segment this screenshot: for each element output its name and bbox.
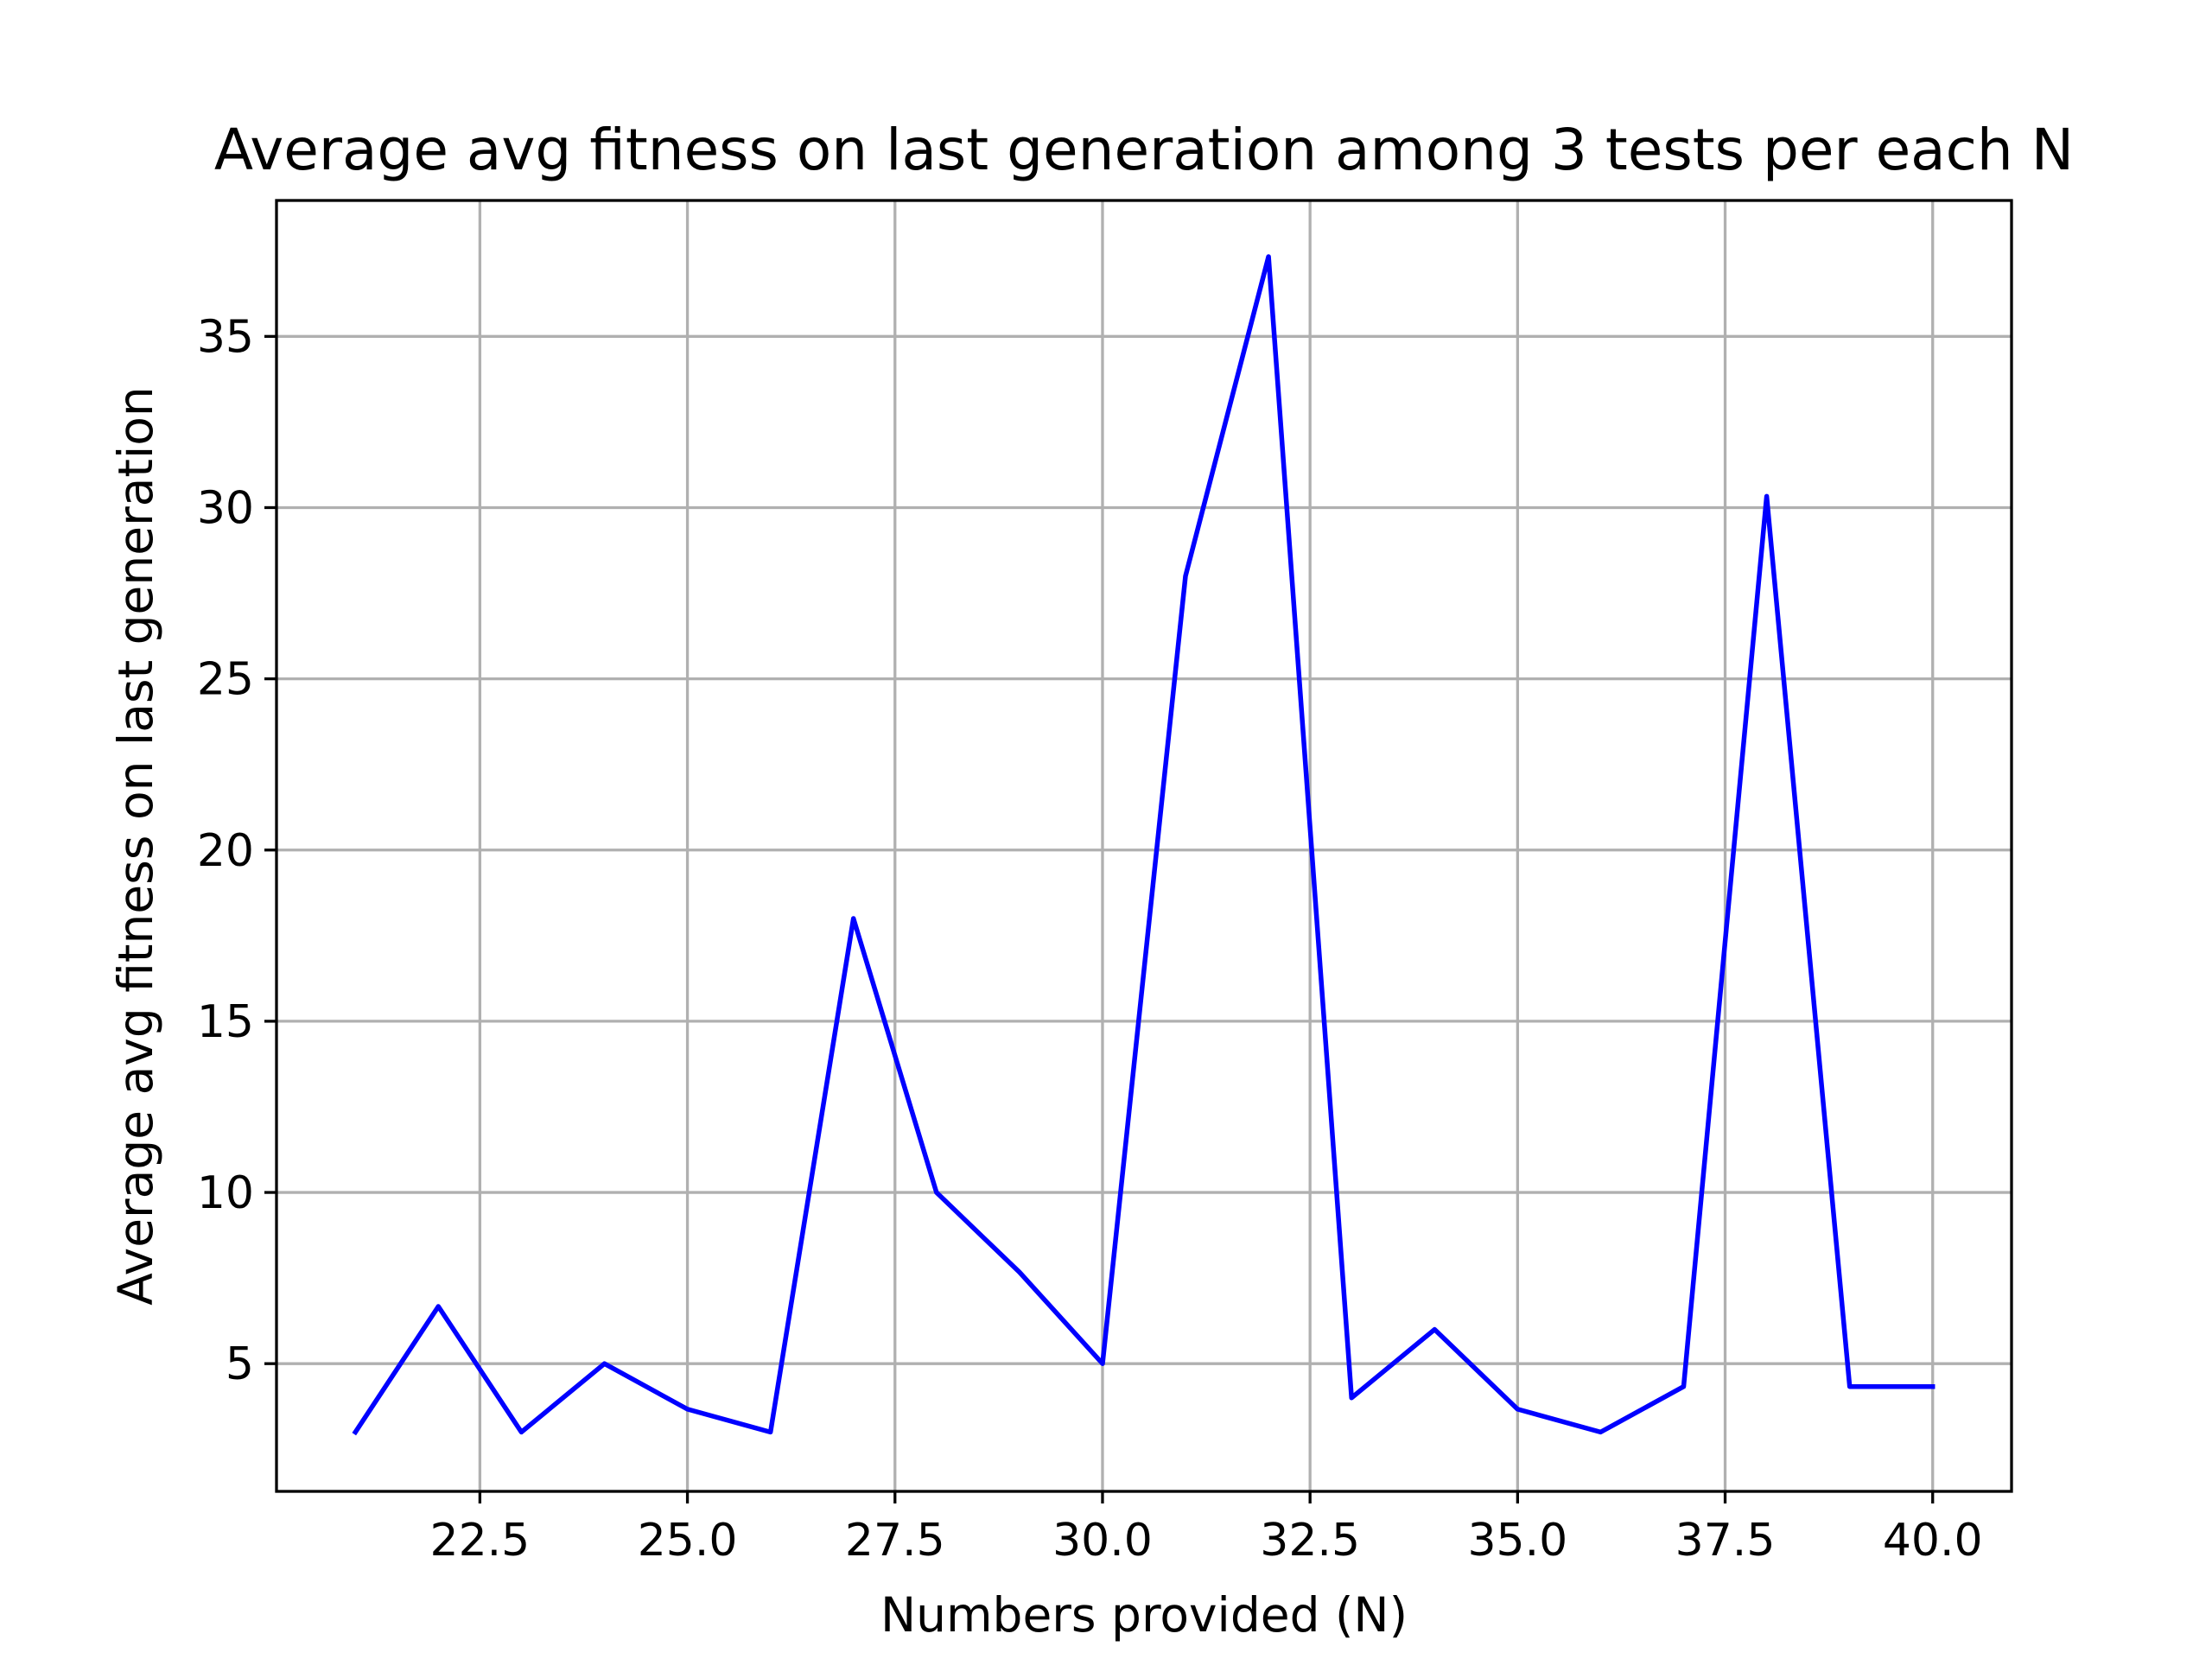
y-tick-label: 30 [197, 482, 254, 534]
x-tick-label: 32.5 [1260, 1515, 1360, 1567]
series-layer [352, 254, 1936, 1436]
y-tick-label: 25 [197, 654, 254, 706]
x-tick-label: 30.0 [1052, 1515, 1153, 1567]
x-tick-label: 35.0 [1467, 1515, 1567, 1567]
y-tick-label: 35 [197, 311, 254, 363]
series-line [352, 254, 1936, 1436]
y-axis-label: Average avg fitness on last generation [108, 386, 163, 1305]
y-tick-label: 10 [197, 1167, 254, 1219]
plot-frame [275, 199, 2013, 1493]
y-tick-label: 5 [226, 1338, 254, 1390]
y-tick-label: 15 [197, 996, 254, 1048]
ticks: 22.5 25.0 27.5 30.0 32.5 35.0 37.5 40.0 5 10 15 20 2… [197, 311, 1983, 1567]
x-tick-label: 40.0 [1883, 1515, 1983, 1567]
x-tick-label: 27.5 [845, 1515, 945, 1567]
x-axis-label: Numbers provided (N) [880, 1587, 1408, 1643]
chart-title: Average avg fitness on last generation a… [214, 117, 2074, 183]
x-tick-label: 25.0 [638, 1515, 738, 1567]
y-tick-label: 20 [197, 825, 254, 877]
x-tick-label: 22.5 [429, 1515, 530, 1567]
grid [276, 200, 2012, 1491]
x-tick-label: 37.5 [1675, 1515, 1776, 1567]
